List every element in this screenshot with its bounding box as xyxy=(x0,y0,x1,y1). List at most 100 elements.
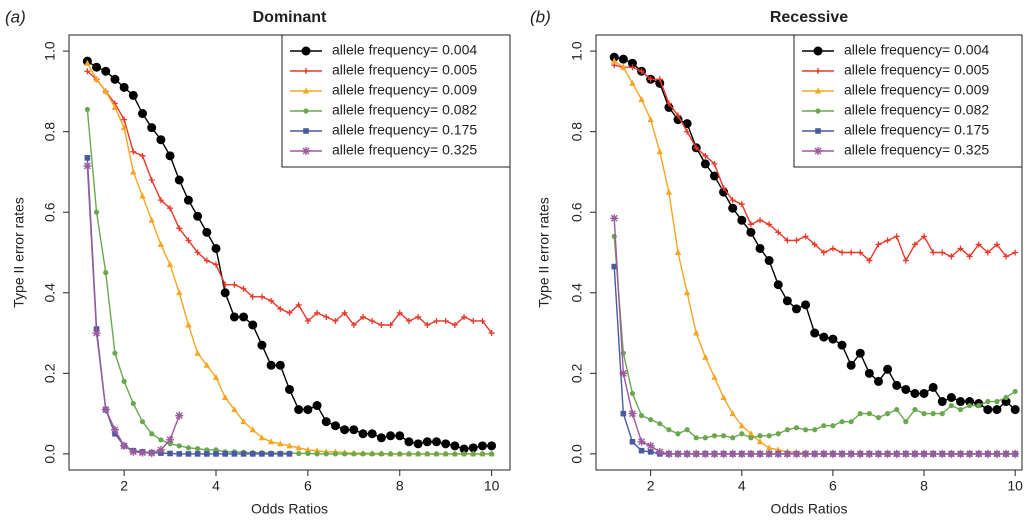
marker xyxy=(101,66,111,76)
marker xyxy=(957,245,964,252)
marker xyxy=(710,449,719,458)
marker xyxy=(985,398,991,405)
marker xyxy=(220,288,230,298)
marker xyxy=(369,451,375,457)
marker xyxy=(376,433,386,443)
marker xyxy=(693,144,700,151)
legend-marker xyxy=(814,87,822,94)
marker xyxy=(647,76,654,83)
legend-marker xyxy=(301,46,311,56)
marker xyxy=(939,249,946,256)
marker xyxy=(93,209,100,215)
marker xyxy=(902,257,909,264)
marker xyxy=(819,449,828,458)
marker xyxy=(884,411,891,417)
series xyxy=(610,214,1020,458)
marker xyxy=(875,415,882,421)
y-tick-label: 0.4 xyxy=(569,283,585,303)
marker xyxy=(611,263,618,270)
marker xyxy=(801,449,810,458)
marker xyxy=(965,449,974,458)
marker xyxy=(674,249,682,255)
legend-marker xyxy=(302,87,310,94)
marker xyxy=(620,63,627,70)
marker xyxy=(901,384,911,394)
marker xyxy=(101,405,110,414)
marker xyxy=(883,449,892,458)
marker xyxy=(1012,249,1019,256)
marker xyxy=(983,449,992,458)
legend: allele frequency= 0.004 allele frequency=… xyxy=(793,34,1023,168)
marker xyxy=(295,301,302,308)
marker xyxy=(488,330,495,337)
marker xyxy=(728,203,738,213)
marker xyxy=(938,449,947,458)
marker xyxy=(139,192,146,199)
legend-label: allele frequency= 0.005 xyxy=(844,62,989,78)
marker xyxy=(692,449,701,458)
marker xyxy=(773,280,783,290)
y-axis-label: Type II error rates xyxy=(11,197,27,307)
marker xyxy=(468,443,478,453)
marker xyxy=(812,427,818,433)
marker xyxy=(130,148,137,155)
marker xyxy=(167,441,173,447)
marker xyxy=(666,427,672,433)
marker xyxy=(176,443,182,449)
marker xyxy=(443,451,449,457)
marker xyxy=(720,433,727,439)
legend-label: allele frequency= 0.175 xyxy=(844,122,989,138)
marker xyxy=(910,449,919,458)
marker xyxy=(747,221,754,228)
marker xyxy=(655,447,664,456)
marker xyxy=(259,451,265,457)
x-tick-label: 2 xyxy=(120,478,128,494)
marker xyxy=(629,390,636,397)
y-tick-label: 1.0 xyxy=(569,41,585,61)
marker xyxy=(211,243,221,253)
marker xyxy=(157,197,164,204)
marker xyxy=(193,211,203,221)
panel-label: (b) xyxy=(530,7,551,26)
marker xyxy=(711,373,718,380)
marker xyxy=(629,79,636,86)
marker xyxy=(638,68,645,75)
marker xyxy=(629,64,636,71)
marker xyxy=(138,448,147,457)
marker xyxy=(83,161,92,170)
marker xyxy=(846,360,856,370)
marker xyxy=(103,270,109,276)
marker xyxy=(629,439,636,445)
marker xyxy=(404,437,414,447)
marker xyxy=(111,104,119,110)
marker xyxy=(911,241,918,248)
marker xyxy=(656,76,663,83)
marker xyxy=(946,393,956,402)
marker xyxy=(433,317,440,324)
marker xyxy=(638,413,645,419)
marker xyxy=(360,313,366,320)
marker xyxy=(424,322,431,328)
marker xyxy=(976,402,982,409)
marker xyxy=(711,160,718,167)
marker xyxy=(395,431,405,441)
marker xyxy=(966,253,973,260)
marker xyxy=(638,447,645,454)
marker xyxy=(121,378,127,384)
marker xyxy=(947,449,956,458)
marker xyxy=(1003,394,1009,401)
marker xyxy=(222,281,229,288)
marker xyxy=(738,201,745,208)
marker xyxy=(194,349,201,356)
marker xyxy=(130,400,136,407)
x-axis-label: Odds Ratios xyxy=(251,501,328,517)
marker xyxy=(700,159,710,169)
marker xyxy=(992,405,1002,415)
marker xyxy=(110,74,120,84)
legend-marker xyxy=(815,68,821,74)
marker xyxy=(258,434,266,441)
marker xyxy=(120,124,128,131)
marker xyxy=(231,406,238,413)
marker xyxy=(119,82,129,92)
marker xyxy=(185,445,192,451)
